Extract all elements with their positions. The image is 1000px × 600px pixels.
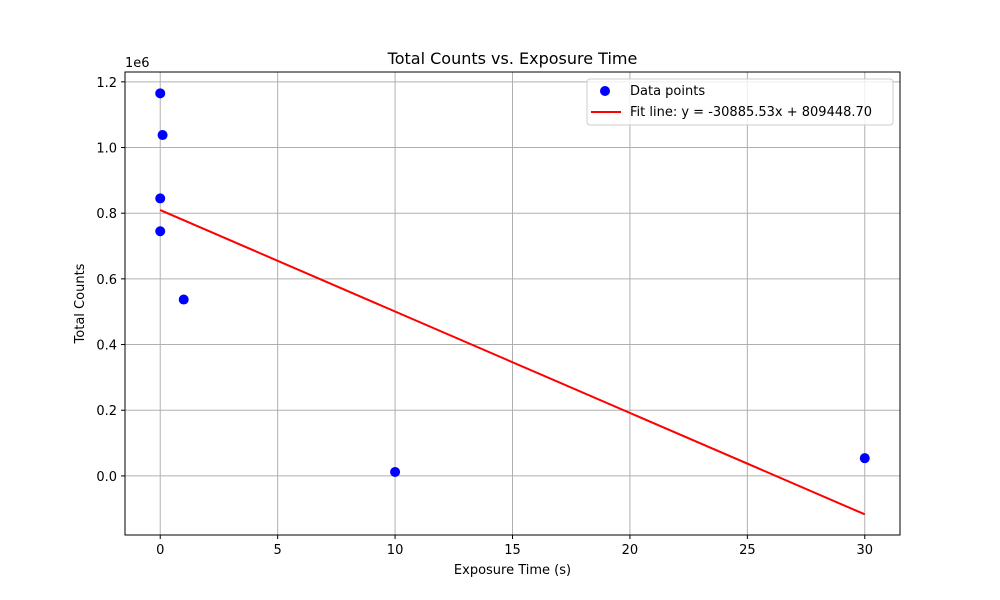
y-tick-label: 0.0	[96, 470, 117, 485]
data-point	[859, 453, 870, 464]
data-point	[178, 294, 189, 305]
data-point	[155, 226, 166, 237]
y-tick-label: 0.2	[96, 404, 117, 419]
y-tick-label: 0.4	[96, 339, 117, 354]
y-tick-label: 0.8	[96, 207, 117, 222]
fit-line	[159, 209, 866, 516]
x-tick-label: 5	[274, 543, 282, 558]
plot-marks	[155, 88, 870, 516]
x-tick-label: 30	[856, 543, 873, 558]
data-point	[155, 193, 166, 204]
data-point	[157, 130, 168, 141]
legend: Data points Fit line: y = -30885.53x + 8…	[586, 78, 894, 126]
x-tick-label: 20	[622, 543, 639, 558]
grid	[125, 72, 900, 535]
y-axis-offset-label: 1e6	[125, 56, 150, 71]
y-tick-label: 1.2	[96, 76, 117, 91]
y-axis-label: Total Counts	[73, 263, 88, 344]
data-point	[155, 88, 166, 99]
y-tick-label: 1.0	[96, 142, 117, 157]
axis-ticks: 0 5 10 15 20 25 30 0.0 0.2 0.4 0.6 0.8 1.0 1.2	[96, 76, 873, 558]
x-tick-label: 0	[156, 543, 164, 558]
legend-marker-data-points	[600, 86, 610, 96]
x-tick-label: 10	[387, 543, 404, 558]
x-tick-label: 15	[504, 543, 521, 558]
data-point	[390, 466, 401, 477]
legend-box	[586, 78, 894, 126]
chart-title: Total Counts vs. Exposure Time	[387, 49, 638, 68]
legend-label-fit-line: Fit line: y = -30885.53x + 809448.70	[630, 105, 872, 120]
legend-label-data-points: Data points	[630, 84, 705, 99]
x-tick-label: 25	[739, 543, 756, 558]
x-axis-label: Exposure Time (s)	[454, 563, 571, 578]
y-tick-label: 0.6	[96, 273, 117, 288]
